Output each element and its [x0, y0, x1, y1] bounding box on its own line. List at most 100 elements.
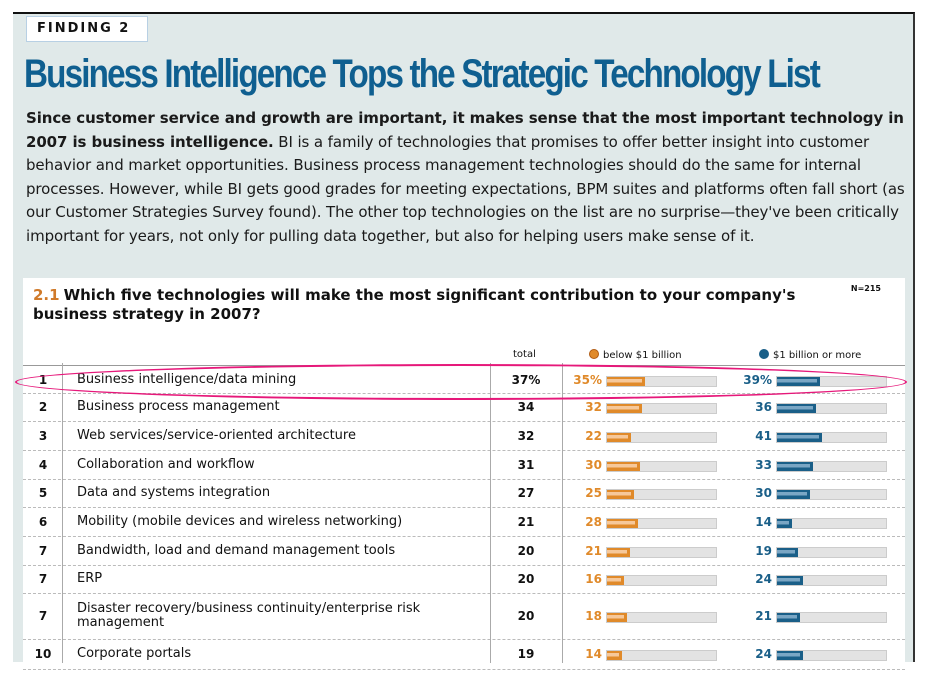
total-value: 27 — [517, 486, 535, 500]
above-bar-track — [776, 403, 887, 414]
below-bar — [607, 651, 623, 660]
technology-label: Data and systems integration — [77, 485, 271, 500]
rank: 5 — [38, 486, 48, 500]
above-bar — [777, 404, 817, 413]
rank: 2 — [38, 400, 48, 414]
sample-size: N=215 — [850, 284, 881, 293]
above-bar — [777, 651, 804, 660]
table-row: 7 ERP 20 16 24 — [23, 566, 905, 594]
divider — [62, 363, 63, 663]
intro-rest: BI is a family of technologies that prom… — [26, 132, 905, 245]
above-bar — [777, 432, 822, 442]
above-value: 41 — [755, 428, 772, 443]
below-value: 16 — [585, 572, 602, 586]
total-value: 34 — [517, 400, 535, 414]
below-bar — [607, 490, 635, 499]
below-bar — [607, 518, 638, 528]
above-bar-track — [776, 460, 887, 472]
above-value: 24 — [755, 572, 772, 586]
above-value: 36 — [755, 400, 772, 414]
total-value: 20 — [517, 609, 535, 623]
below-bar-track — [606, 575, 717, 586]
below-bar — [607, 576, 625, 585]
intro-paragraph: Since customer service and growth are im… — [26, 107, 906, 249]
above-value: 14 — [755, 514, 772, 529]
below-value: 18 — [585, 609, 602, 623]
above-bar-track — [776, 650, 887, 661]
legend-above-label: $1 billion or more — [773, 350, 862, 361]
rank: 10 — [34, 647, 52, 661]
legend-below-label: below $1 billion — [603, 350, 682, 361]
technology-label: Business process management — [77, 399, 280, 414]
technology-label: ERP — [77, 571, 103, 586]
below-bar-track — [606, 460, 717, 472]
rank: 7 — [38, 572, 48, 586]
total-value: 20 — [517, 572, 535, 586]
table-row: 6 Mobility (mobile devices and wireless … — [23, 508, 905, 537]
table-row: 7 Bandwidth, load and demand management … — [23, 537, 905, 566]
rank: 7 — [38, 609, 48, 623]
blue-dot-icon — [759, 349, 769, 359]
rank: 3 — [38, 428, 48, 443]
technology-label: Mobility (mobile devices and wireless ne… — [77, 513, 403, 529]
total-value: 20 — [517, 543, 535, 558]
table-row: 5 Data and systems integration 27 25 30 — [23, 480, 905, 508]
above-bar — [777, 490, 810, 499]
total-value: 21 — [517, 514, 535, 529]
above-value: 19 — [755, 543, 772, 558]
orange-dot-icon — [589, 349, 599, 359]
below-value: 22 — [585, 428, 602, 443]
table-row: 10 Corporate portals 19 14 24 — [23, 640, 905, 670]
above-value: 24 — [755, 647, 772, 661]
below-bar — [607, 404, 642, 413]
question-text: Which five technologies will make the mo… — [33, 286, 796, 323]
above-bar-track — [776, 489, 887, 500]
total-value: 31 — [517, 457, 535, 472]
highlight-oval — [15, 364, 907, 400]
table-row: 7 Disaster recovery/business continuity/… — [23, 594, 905, 640]
below-bar — [607, 613, 627, 622]
below-bar — [607, 547, 630, 557]
above-bar-track — [776, 575, 887, 586]
above-bar — [777, 518, 793, 528]
table-row: 2 Business process management 34 32 36 — [23, 394, 905, 422]
below-bar-track — [606, 650, 717, 661]
below-value: 14 — [585, 647, 602, 661]
below-value: 30 — [585, 457, 602, 472]
legend-below: below $1 billion — [589, 349, 682, 361]
below-bar-track — [606, 489, 717, 500]
divider — [490, 363, 491, 663]
below-bar-track — [606, 517, 717, 529]
chart-panel: 2.1 Which five technologies will make the… — [23, 278, 905, 670]
below-bar — [607, 432, 631, 442]
technology-label: Disaster recovery/business continuity/en… — [77, 601, 421, 630]
above-value: 33 — [755, 457, 772, 472]
divider — [562, 363, 563, 663]
above-bar-track — [776, 431, 887, 443]
rank: 6 — [38, 514, 48, 529]
question-number: 2.1 — [33, 286, 60, 304]
total-value: 32 — [517, 428, 535, 443]
below-value: 21 — [585, 543, 602, 558]
above-value: 21 — [755, 609, 772, 623]
rank: 4 — [38, 457, 48, 472]
question: 2.1 Which five technologies will make the… — [33, 286, 813, 324]
technology-label: Collaboration and workflow — [77, 456, 255, 472]
below-bar-track — [606, 546, 717, 558]
technology-label: Corporate portals — [77, 646, 192, 661]
table-row: 4 Collaboration and workflow 31 30 33 — [23, 451, 905, 480]
below-value: 32 — [585, 400, 602, 414]
below-value: 28 — [585, 514, 602, 529]
total-value: 19 — [517, 647, 535, 661]
above-bar — [777, 547, 798, 557]
above-bar-track — [776, 517, 887, 529]
above-value: 30 — [755, 486, 772, 500]
intro-bold: Since customer service and growth are im… — [26, 109, 904, 151]
below-bar — [607, 461, 640, 471]
above-bar-track — [776, 612, 887, 623]
below-bar-track — [606, 431, 717, 443]
page-title: Business Intelligence Tops the Strategic… — [24, 52, 821, 96]
technology-label: Web services/service-oriented architectu… — [77, 427, 356, 443]
technology-label: Bandwidth, load and demand management to… — [77, 542, 396, 558]
rank: 7 — [38, 543, 48, 558]
